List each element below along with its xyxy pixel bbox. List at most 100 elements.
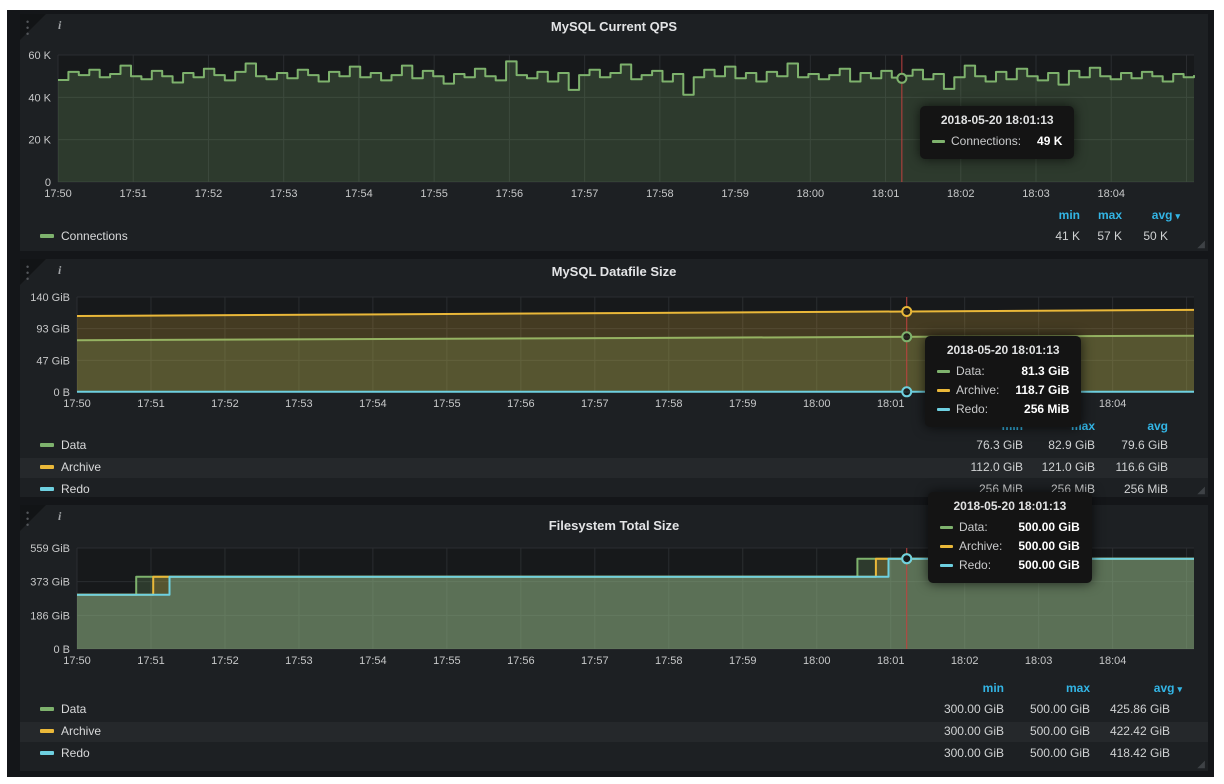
series-label: Archive: [61, 724, 101, 738]
tooltip-timestamp: 2018-05-20 18:01:13: [940, 499, 1080, 518]
x-axis-tick-label: 17:54: [359, 655, 387, 667]
legend-series-toggle-connections[interactable]: Connections: [40, 229, 128, 243]
series-color-dash-icon: [940, 564, 953, 567]
legend-row-data: Data 300.00 GiB 500.00 GiB 425.86 GiB: [20, 700, 1208, 720]
tooltip-series-label: Redo:: [956, 400, 988, 419]
y-axis-tick-label: 186 GiB: [30, 610, 70, 622]
legend-series-toggle-data[interactable]: Data: [40, 438, 86, 452]
legend-series-toggle-archive[interactable]: Archive: [40, 724, 101, 738]
legend-sort-header-avg[interactable]: avg▾: [1154, 681, 1182, 695]
x-axis-tick-label: 18:04: [1097, 188, 1125, 200]
stat-value-avg: 116.6 GiB: [1116, 460, 1168, 474]
stat-value-max: 82.9 GiB: [1048, 438, 1095, 452]
stat-value-avg: 79.6 GiB: [1121, 438, 1168, 452]
x-axis-tick-label: 17:54: [359, 398, 387, 410]
tooltip-series-row: Data: 81.3 GiB: [937, 362, 1069, 381]
stat-value-min: 41 K: [1055, 229, 1080, 243]
stat-value-avg: 422.42 GiB: [1110, 724, 1170, 738]
x-axis-tick-label: 17:52: [211, 655, 239, 667]
y-axis-tick-label: 559 GiB: [30, 543, 70, 555]
legend-sort-header-avg[interactable]: avg▾: [1152, 208, 1180, 222]
legend-sort-header-max[interactable]: max: [1066, 681, 1090, 695]
legend-series-toggle-archive[interactable]: Archive: [40, 460, 101, 474]
legend-row-data: Data76.3 GiB82.9 GiB79.6 GiB: [20, 436, 1208, 456]
legend-series-toggle-redo[interactable]: Redo: [40, 746, 90, 760]
x-axis-tick-label: 18:00: [803, 398, 831, 410]
tooltip-series-row: Archive:500.00 GiB: [940, 537, 1080, 556]
series-color-dash-icon: [937, 389, 950, 392]
legend-stats-header-row: min max avg▾: [20, 679, 1208, 697]
legend-sort-header-avg[interactable]: avg: [1147, 419, 1168, 433]
series-color-dash-icon: [40, 729, 54, 733]
x-axis-tick-label: 18:01: [877, 398, 905, 410]
y-axis-tick-label: 47 GiB: [36, 355, 70, 367]
legend-series-toggle-redo[interactable]: Redo: [40, 482, 90, 496]
x-axis-tick-label: 17:51: [137, 398, 165, 410]
series-color-dash-icon: [40, 465, 54, 469]
legend-series-toggle-data[interactable]: Data: [40, 702, 86, 716]
tooltip-series-value: 500.00 GiB: [1002, 556, 1079, 575]
x-axis-tick-label: 17:51: [119, 188, 147, 200]
stat-value-max: 500.00 GiB: [1030, 746, 1090, 760]
tooltip-series-row: Connections:49 K: [932, 132, 1062, 151]
y-axis-tick-label: 60 K: [28, 50, 51, 62]
hover-marker: [902, 332, 911, 341]
stat-value-avg: 256 MiB: [1124, 482, 1168, 496]
x-axis-tick-label: 17:54: [345, 188, 373, 200]
stat-value-min: 300.00 GiB: [944, 702, 1004, 716]
stat-value-max: 57 K: [1097, 229, 1122, 243]
series-color-dash-icon: [40, 707, 54, 711]
tooltip-series-value: 256 MiB: [1008, 400, 1069, 419]
legend-sort-header-max[interactable]: max: [1098, 208, 1122, 222]
stat-value-max: 500.00 GiB: [1030, 702, 1090, 716]
hover-marker: [902, 554, 911, 563]
legend-row-archive: Archive 300.00 GiB 500.00 GiB 422.42 GiB: [20, 722, 1208, 742]
x-axis-tick-label: 17:53: [285, 398, 313, 410]
x-axis-tick-label: 17:58: [646, 188, 674, 200]
x-axis-tick-label: 17:55: [433, 655, 461, 667]
tooltip-series-label: Redo:: [959, 556, 991, 575]
x-axis-tick-label: 18:04: [1099, 398, 1127, 410]
graph-tooltip: 2018-05-20 18:01:13 Data:500.00 GiBArchi…: [928, 492, 1092, 583]
series-label: Archive: [61, 460, 101, 474]
hover-marker: [897, 74, 906, 83]
stat-value-avg: 425.86 GiB: [1110, 702, 1170, 716]
tooltip-series-row: Redo: 500.00 GiB: [940, 556, 1080, 575]
x-axis-tick-label: 18:03: [1025, 655, 1053, 667]
series-color-dash-icon: [940, 526, 953, 529]
graph-tooltip: 2018-05-20 18:01:13 Data:81.3 GiBArchive…: [925, 336, 1081, 427]
sort-caret-icon: ▾: [1177, 684, 1182, 694]
legend-sort-header-min[interactable]: min: [1059, 208, 1080, 222]
stat-value-avg: 50 K: [1143, 229, 1168, 243]
legend-row-archive: Archive112.0 GiB121.0 GiB116.6 GiB: [20, 458, 1208, 478]
legend-sort-header-min[interactable]: min: [983, 681, 1004, 695]
tooltip-series-label: Data:: [956, 362, 985, 381]
stat-value-min: 300.00 GiB: [944, 746, 1004, 760]
tooltip-series-row: Redo: 256 MiB: [937, 400, 1069, 419]
tooltip-series-value: 81.3 GiB: [1005, 362, 1069, 381]
stat-value-min: 112.0 GiB: [971, 460, 1023, 474]
resize-handle-icon[interactable]: ◢: [1197, 240, 1205, 250]
stat-value-max: 500.00 GiB: [1030, 724, 1090, 738]
hover-marker: [902, 307, 911, 316]
x-axis-tick-label: 17:57: [581, 398, 609, 410]
series-color-dash-icon: [932, 140, 945, 143]
series-color-dash-icon: [40, 234, 54, 238]
sort-caret-icon: ▾: [1175, 211, 1180, 221]
tooltip-timestamp: 2018-05-20 18:01:13: [932, 113, 1062, 132]
resize-handle-icon[interactable]: ◢: [1197, 486, 1205, 496]
stat-value-min: 300.00 GiB: [944, 724, 1004, 738]
resize-handle-icon[interactable]: ◢: [1197, 760, 1205, 770]
tooltip-series-label: Archive:: [959, 537, 1002, 556]
y-axis-tick-label: 93 GiB: [36, 324, 70, 336]
series-label: Redo: [61, 746, 90, 760]
x-axis-tick-label: 18:04: [1099, 655, 1127, 667]
series-color-dash-icon: [937, 370, 950, 373]
series-color-dash-icon: [40, 751, 54, 755]
series-color-dash-icon: [940, 545, 953, 548]
y-axis-tick-label: 373 GiB: [30, 577, 70, 589]
legend-row-connections: Connections 41 K 57 K 50 K: [20, 227, 1208, 247]
series-label: Data: [61, 438, 86, 452]
x-axis-tick-label: 18:00: [803, 655, 831, 667]
x-axis-tick-label: 17:52: [195, 188, 223, 200]
